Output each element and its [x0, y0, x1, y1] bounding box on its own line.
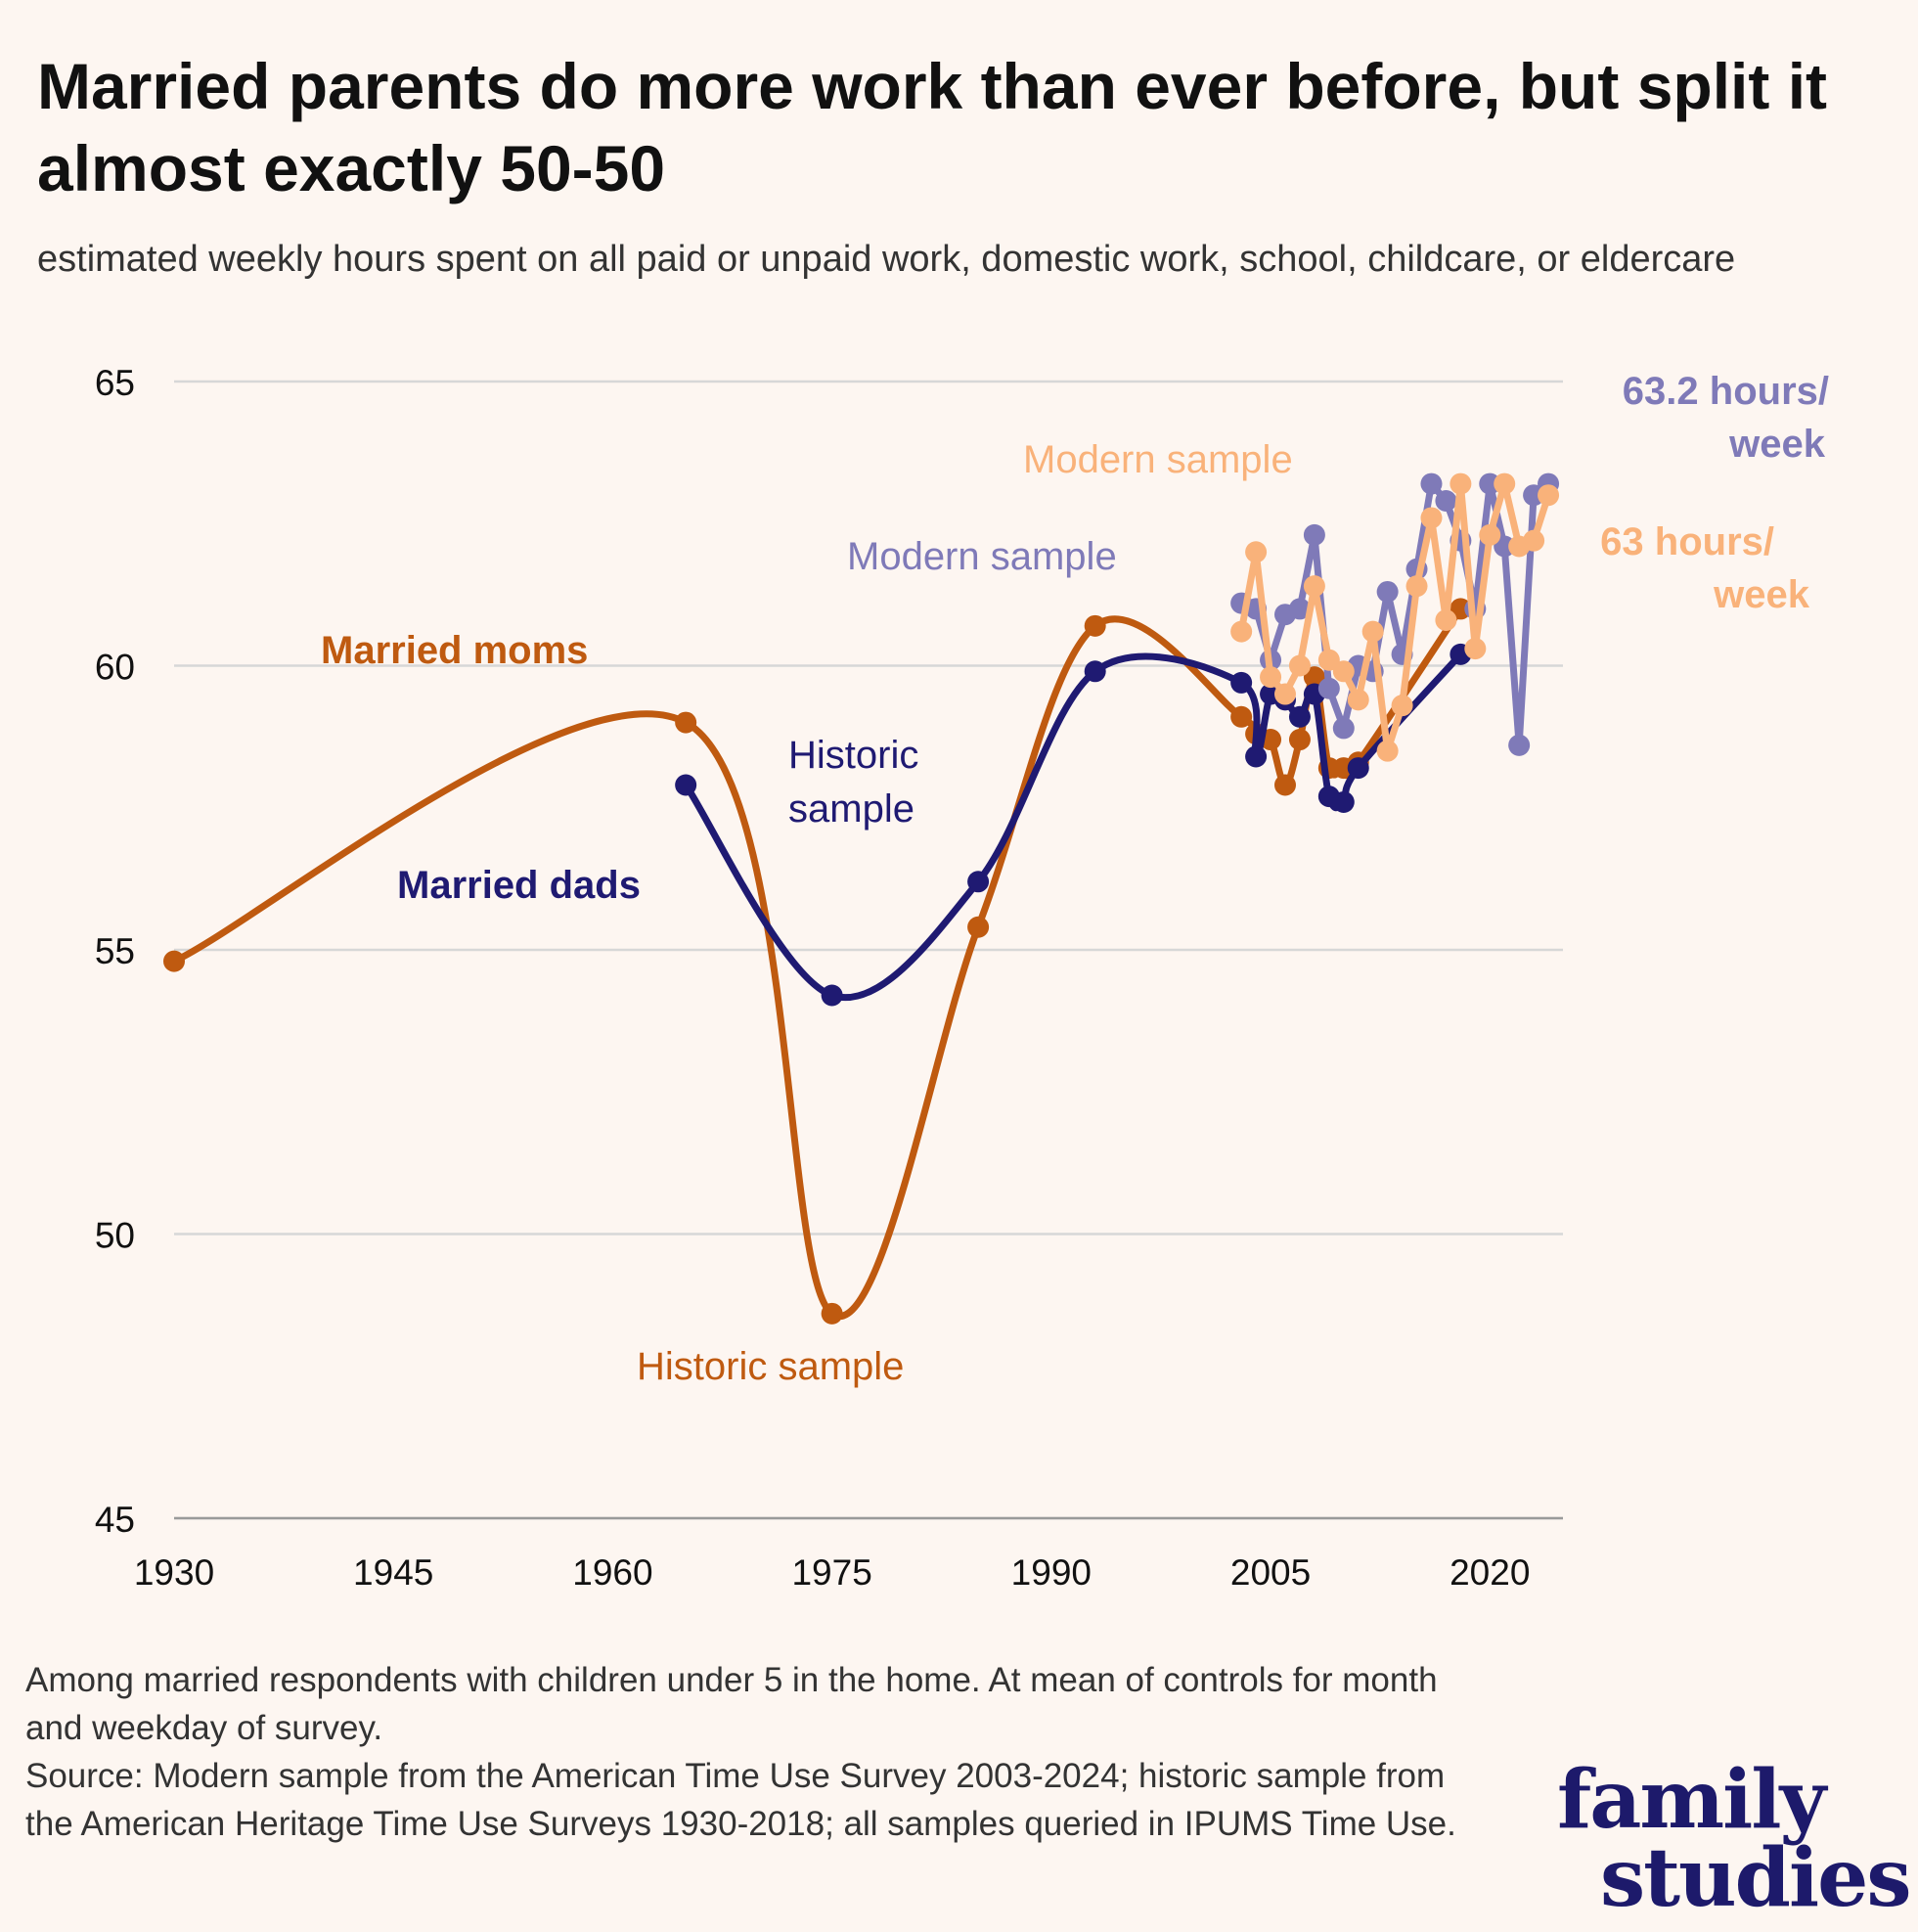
data-point-married-dads-historic-sample	[1288, 705, 1311, 728]
series-labels: Married moms Married dads Historic sample…	[321, 370, 1829, 1388]
x-tick-label: 1990	[1011, 1552, 1092, 1593]
data-point-married-moms-historic-sample	[1288, 729, 1311, 751]
y-tick-label: 55	[95, 931, 135, 971]
data-point-married-moms-modern-sample	[1317, 649, 1340, 671]
label-married-dads: Married dads	[397, 864, 641, 907]
data-point-married-moms-modern-sample	[1435, 609, 1457, 632]
x-tick-label: 1975	[791, 1552, 871, 1593]
label-historic-sample-dads: Historic sample	[788, 734, 918, 831]
data-point-married-dads-modern-sample	[1435, 490, 1457, 513]
data-point-married-dads-modern-sample	[1376, 580, 1399, 603]
data-point-married-dads-historic-sample	[1245, 745, 1268, 768]
label-married-moms: Married moms	[321, 629, 588, 672]
data-point-married-moms-modern-sample	[1288, 654, 1311, 677]
data-point-married-dads-historic-sample	[1347, 757, 1369, 780]
data-point-married-moms-modern-sample	[1245, 541, 1268, 563]
data-point-married-moms-historic-sample	[1274, 774, 1296, 796]
data-point-married-moms-modern-sample	[1523, 529, 1545, 552]
data-point-married-moms-historic-sample	[821, 1302, 843, 1325]
logo-line-2: studies	[1600, 1831, 1911, 1925]
data-point-married-moms-modern-sample	[1347, 689, 1369, 711]
series-line-married-moms-modern-sample	[1237, 480, 1552, 755]
chart-subtitle: estimated weekly hours spent on all paid…	[37, 239, 1736, 280]
data-point-married-moms-modern-sample	[1450, 472, 1472, 495]
data-point-married-moms-modern-sample	[1260, 666, 1282, 689]
data-point-married-moms-modern-sample	[1376, 740, 1399, 762]
y-tick-label: 65	[95, 363, 135, 403]
chart-footnote: Among married respondents with children …	[25, 1656, 1473, 1848]
data-point-married-dads-modern-sample	[1508, 734, 1531, 756]
logo-line-1: family	[1557, 1753, 1826, 1847]
data-point-married-moms-modern-sample	[1494, 472, 1516, 495]
data-point-married-moms-historic-sample	[675, 711, 697, 734]
data-point-married-moms-modern-sample	[1538, 484, 1560, 507]
data-point-married-dads-modern-sample	[1332, 717, 1355, 740]
y-tick-label: 50	[95, 1216, 135, 1256]
data-point-married-dads-historic-sample	[967, 871, 990, 893]
x-tick-label: 1960	[572, 1552, 652, 1593]
data-point-married-moms-historic-sample	[967, 916, 990, 938]
data-point-married-dads-modern-sample	[1303, 523, 1325, 546]
data-point-married-dads-modern-sample	[1288, 598, 1311, 620]
label-end-value-dads: 63.2 hours/week	[1623, 370, 1829, 466]
data-point-married-moms-modern-sample	[1230, 620, 1253, 643]
data-point-married-dads-modern-sample	[1420, 472, 1443, 495]
data-point-married-moms-historic-sample	[1230, 705, 1253, 728]
y-tick-label: 45	[95, 1500, 135, 1540]
methodology-note: Among married respondents with children …	[25, 1661, 1438, 1747]
data-point-married-moms-modern-sample	[1303, 575, 1325, 598]
x-tick-label: 1930	[134, 1552, 214, 1593]
data-point-married-dads-historic-sample	[1084, 660, 1106, 683]
source-note: Source: Modern sample from the American …	[25, 1757, 1456, 1843]
line-chart: 45 50 55 60 65 1930 1945 1960 1975 1990 2005 2020 M…	[95, 363, 1829, 1593]
data-point-married-moms-historic-sample	[163, 950, 185, 972]
y-tick-label: 60	[95, 648, 135, 688]
data-point-married-dads-historic-sample	[1230, 671, 1253, 694]
x-tick-label: 2020	[1450, 1552, 1530, 1593]
data-point-married-dads-historic-sample	[675, 774, 697, 796]
label-modern-sample-moms: Modern sample	[1023, 438, 1293, 481]
data-point-married-dads-historic-sample	[821, 984, 843, 1007]
family-studies-logo: family studies	[1557, 1753, 1911, 1925]
label-modern-sample-dads: Modern sample	[847, 535, 1117, 578]
data-point-married-moms-modern-sample	[1332, 660, 1355, 683]
data-point-married-moms-modern-sample	[1479, 523, 1501, 546]
axis-ticks: 45 50 55 60 65 1930 1945 1960 1975 1990 2005 2020	[95, 363, 1563, 1593]
data-point-married-moms-modern-sample	[1361, 620, 1384, 643]
x-tick-label: 1945	[353, 1552, 433, 1593]
x-tick-label: 2005	[1230, 1552, 1311, 1593]
label-end-value-moms: 63 hours/week	[1600, 520, 1810, 616]
series-lines	[163, 472, 1560, 1325]
data-point-married-moms-modern-sample	[1274, 683, 1296, 705]
data-point-married-moms-modern-sample	[1464, 638, 1487, 660]
data-point-married-moms-modern-sample	[1391, 695, 1413, 717]
chart-title: Married parents do more work than ever b…	[37, 50, 1828, 204]
data-point-married-dads-modern-sample	[1317, 677, 1340, 699]
label-historic-sample-moms: Historic sample	[637, 1345, 904, 1388]
data-point-married-moms-modern-sample	[1420, 507, 1443, 529]
data-point-married-dads-historic-sample	[1332, 790, 1355, 813]
data-point-married-moms-historic-sample	[1303, 666, 1325, 689]
data-point-married-moms-historic-sample	[1084, 614, 1106, 637]
data-point-married-moms-modern-sample	[1405, 575, 1428, 598]
